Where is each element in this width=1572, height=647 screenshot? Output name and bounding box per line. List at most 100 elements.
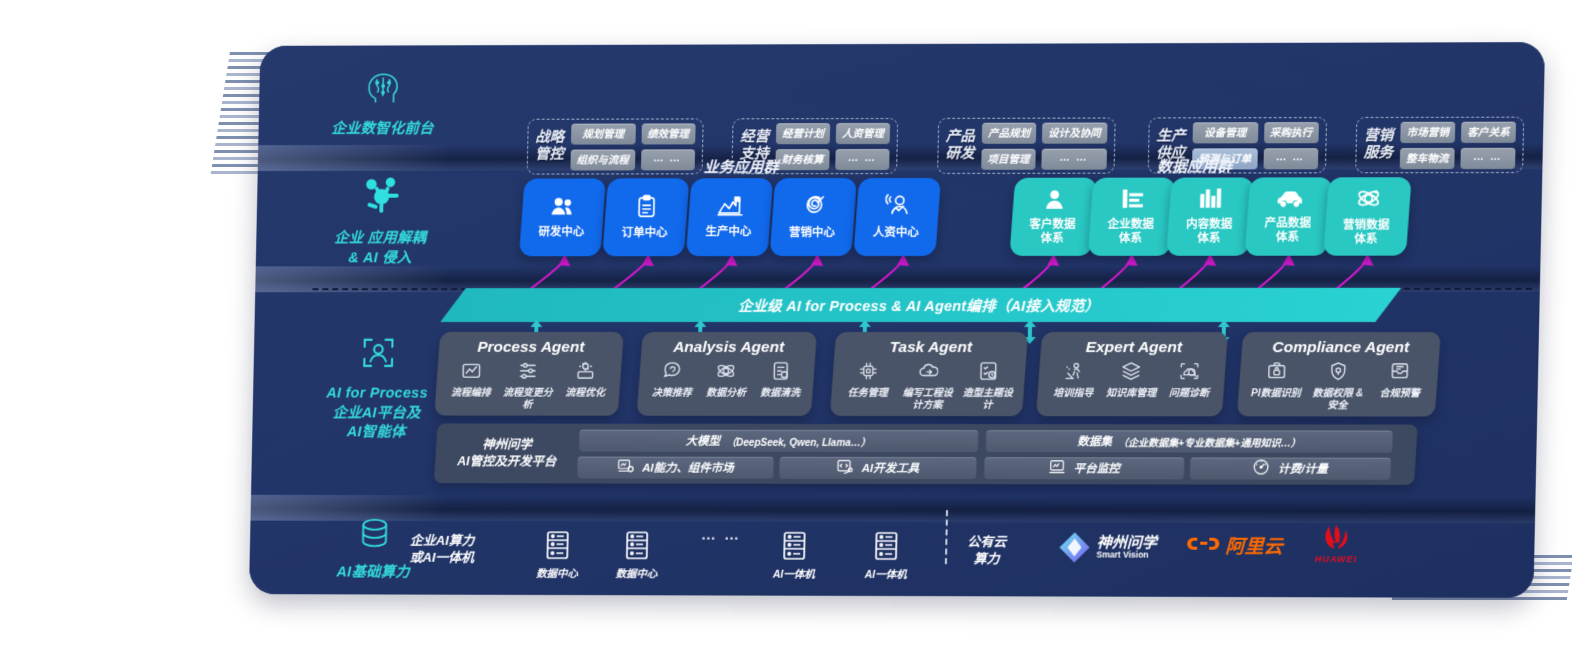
platform-left-column: 大模型 （DeepSeek, Qwen, Llama…） AI能力、组件市场 A… bbox=[577, 429, 979, 479]
chip[interactable]: 设备管理 bbox=[1192, 121, 1258, 143]
platform-monitor-bar[interactable]: 平台监控 bbox=[984, 456, 1185, 479]
agent-capability[interactable]: 数据清洗 bbox=[753, 361, 807, 399]
chip[interactable]: … … bbox=[835, 148, 890, 170]
agent-capability[interactable]: 合规预警 bbox=[1369, 361, 1431, 400]
chip[interactable]: … … bbox=[640, 148, 695, 170]
chip[interactable]: 人资管理 bbox=[835, 122, 891, 144]
aliyun-logo[interactable]: 阿里云 bbox=[1186, 532, 1283, 559]
chip[interactable]: 整车物流 bbox=[1399, 147, 1455, 169]
platform-billing-bar[interactable]: 计费/计量 bbox=[1189, 456, 1392, 480]
agent-capability[interactable]: 造型主题设计 bbox=[958, 361, 1019, 411]
bars-icon bbox=[1199, 187, 1224, 214]
market-icon bbox=[617, 458, 634, 476]
logo-text-block: 神州问学 Smart Vision bbox=[1096, 534, 1158, 560]
card-data-app[interactable]: 营销数据 体系 bbox=[1323, 177, 1412, 256]
chip[interactable]: 客户关系 bbox=[1460, 121, 1517, 143]
agent-capability[interactable]: 流程编排 bbox=[442, 361, 499, 399]
agent-capability[interactable]: 编写工程设计方案 bbox=[898, 361, 958, 411]
chip[interactable]: 市场营销 bbox=[1400, 121, 1456, 143]
agent-capability[interactable]: 培训指导 bbox=[1044, 361, 1102, 400]
infra-data-center-1[interactable]: 数据中心 bbox=[536, 530, 579, 581]
diamond-logo-icon bbox=[1059, 532, 1090, 563]
infra-public-cloud: 公有云 算力 bbox=[967, 534, 1006, 568]
rail-front-office: 企业数智化前台 bbox=[276, 69, 490, 140]
rail-label: AI基础算力 bbox=[336, 564, 411, 581]
agent-card-analysis[interactable]: Analysis Agent 决策推荐 数据分析 数据清洗 bbox=[636, 331, 818, 416]
chip[interactable]: 绩效管理 bbox=[640, 122, 696, 144]
agent-card-task[interactable]: Task Agent 任务管理 编写工程设计方案 造型主题设计 bbox=[829, 331, 1029, 417]
card-data-app[interactable]: 客户数据 体系 bbox=[1009, 177, 1098, 256]
chip[interactable]: 财务核算 bbox=[775, 148, 830, 170]
agent-capability[interactable]: 数据分析 bbox=[699, 361, 753, 399]
llm-label: 大模型 bbox=[685, 435, 721, 448]
ai-platform-band[interactable]: 神州问学 AI管控及开发平台 大模型 （DeepSeek, Qwen, Llam… bbox=[433, 423, 1418, 485]
logo-name: 阿里云 bbox=[1225, 536, 1283, 558]
capability-label: 数据清洗 bbox=[760, 387, 801, 399]
infra-ai-appliance-2[interactable]: AI一体机 bbox=[865, 531, 908, 582]
chip[interactable]: 产品规划 bbox=[981, 122, 1037, 144]
card-label: 客户数据 体系 bbox=[1029, 218, 1076, 245]
platform-market-bar[interactable]: AI能力、组件市场 bbox=[577, 456, 774, 479]
infra-data-center-2[interactable]: 数据中心 bbox=[615, 530, 658, 581]
logo-name: 神州问学 bbox=[1096, 534, 1158, 552]
group-title: 营销 服务 bbox=[1363, 127, 1394, 162]
huawei-logo[interactable]: HUAWEI bbox=[1315, 521, 1358, 566]
business-group-title: 业务应用群 bbox=[703, 159, 779, 177]
platform-right-column: 数据集 （企业数据集+专业数据集+通用知识…） 平台监控 计费/计量 bbox=[984, 429, 1394, 480]
platform-devtool-bar[interactable]: AI开发工具 bbox=[779, 456, 977, 479]
rail-label: 企业数智化前台 bbox=[331, 120, 434, 138]
group-marketing-service[interactable]: 营销 服务 市场营销 客户关系 整车物流 … … bbox=[1355, 116, 1525, 174]
infra-label: AI一体机 bbox=[772, 568, 815, 581]
agent-capability[interactable]: 问题诊断 bbox=[1160, 361, 1218, 400]
chip[interactable]: … … bbox=[1262, 147, 1318, 169]
card-data-app[interactable]: 产品数据 体系 bbox=[1244, 177, 1333, 256]
agent-capability[interactable]: 决策推荐 bbox=[645, 361, 699, 399]
building-icon bbox=[1121, 187, 1146, 214]
infra-ai-appliance-1[interactable]: AI一体机 bbox=[773, 531, 816, 582]
rail-label: 企业 应用解耦 & AI 侵入 bbox=[334, 230, 427, 266]
chip[interactable]: 经营计划 bbox=[775, 122, 831, 144]
card-label: 营销数据 体系 bbox=[1342, 219, 1390, 246]
chip[interactable]: 组织与流程 bbox=[570, 148, 635, 171]
agent-capability[interactable]: 数据权限 & 安全 bbox=[1307, 361, 1369, 411]
chip[interactable]: 设计及协同 bbox=[1041, 122, 1108, 144]
card-business-app[interactable]: 研发中心 bbox=[518, 178, 607, 257]
chip[interactable]: 采购执行 bbox=[1263, 121, 1319, 143]
agent-capability[interactable]: 知识库管理 bbox=[1102, 361, 1160, 400]
group-product-rnd[interactable]: 产品 研发 产品规划 设计及协同 项目管理 … … bbox=[937, 117, 1116, 174]
rail-app-decoupling: 企业 应用解耦 & AI 侵入 bbox=[273, 173, 488, 269]
chip[interactable]: 项目管理 bbox=[981, 148, 1036, 170]
capability-label: 流程优化 bbox=[565, 387, 606, 399]
card-business-app[interactable]: 营销中心 bbox=[769, 178, 858, 257]
agent-card-expert[interactable]: Expert Agent 培训指导 知识库管理 问题诊断 bbox=[1035, 332, 1229, 417]
agent-capability[interactable]: 流程优化 bbox=[557, 361, 614, 399]
target-icon bbox=[802, 194, 827, 223]
card-data-app[interactable]: 企业数据 体系 bbox=[1087, 177, 1176, 256]
agent-card-compliance[interactable]: Compliance Agent PI数据识别 数据权限 & 安全 合规预警 bbox=[1236, 332, 1441, 417]
agent-capability[interactable]: 任务管理 bbox=[838, 361, 898, 400]
user-icon bbox=[1043, 187, 1066, 214]
agent-title: Compliance Agent bbox=[1272, 339, 1410, 357]
platform-llm-bar[interactable]: 大模型 （DeepSeek, Qwen, Llama…） bbox=[579, 429, 979, 452]
card-business-app[interactable]: 生产中心 bbox=[685, 178, 774, 257]
agent-capability[interactable]: 流程变更分析 bbox=[499, 361, 557, 411]
devtool-label: AI开发工具 bbox=[861, 462, 920, 475]
agent-capability[interactable]: PI数据识别 bbox=[1245, 361, 1307, 400]
chip[interactable]: … … bbox=[1041, 148, 1107, 170]
agent-card-process[interactable]: Process Agent 流程编排 流程变更分析 流程优化 bbox=[434, 331, 624, 416]
card-business-app[interactable]: 订单中心 bbox=[602, 178, 690, 257]
chip[interactable]: … … bbox=[1460, 147, 1516, 169]
platform-dataset-bar[interactable]: 数据集 （企业数据集+专业数据集+通用知识…） bbox=[985, 429, 1393, 453]
monitor-label: 平台监控 bbox=[1073, 462, 1120, 475]
rail-label: AI for Process 企业AI平台及 AI智能体 bbox=[326, 385, 428, 441]
capability-label: 数据权限 & 安全 bbox=[1312, 388, 1364, 411]
chip[interactable]: 规划管理 bbox=[570, 123, 636, 145]
dataset-label: 数据集 bbox=[1077, 435, 1113, 448]
card-business-app[interactable]: 人资中心 bbox=[853, 177, 942, 257]
teacher-icon bbox=[1063, 361, 1084, 386]
group-strategy-control[interactable]: 战略 管控 规划管理 绩效管理 组织与流程 … … bbox=[526, 118, 704, 175]
shield-key-icon bbox=[1328, 361, 1349, 386]
inbox-alert-icon bbox=[1390, 361, 1411, 386]
shenzhou-wenxue-logo[interactable]: 神州问学 Smart Vision bbox=[1057, 530, 1157, 564]
card-data-app[interactable]: 内容数据 体系 bbox=[1165, 177, 1255, 256]
